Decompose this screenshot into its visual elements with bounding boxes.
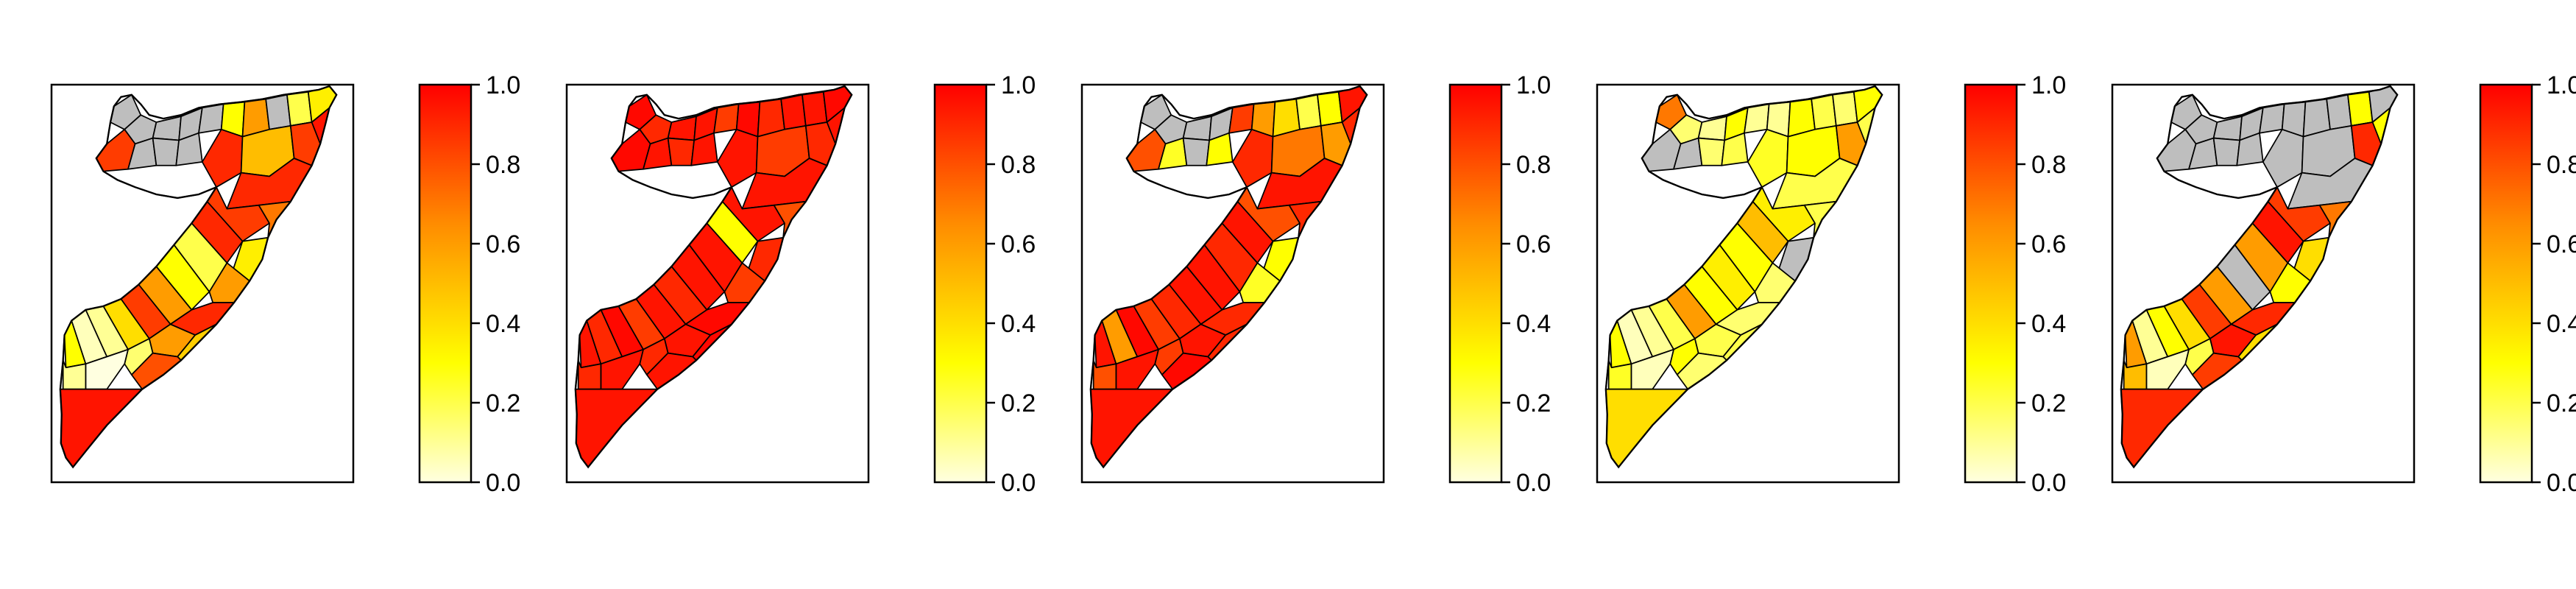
district-region xyxy=(152,137,180,166)
colorbar-tick-label: 0.8 xyxy=(2031,151,2066,179)
colorbar-tick-label: 0.4 xyxy=(2031,310,2066,338)
colorbar-tick-label: 0.4 xyxy=(1001,310,1036,338)
colorbar-tick-label: 0.6 xyxy=(2031,230,2066,258)
district-region xyxy=(2184,338,2215,375)
colorbar-tick-label: 0.6 xyxy=(2547,230,2576,258)
somalia-map xyxy=(2120,85,2399,469)
district-region xyxy=(667,137,695,166)
district-region xyxy=(2123,359,2148,390)
district-region xyxy=(286,91,313,127)
colorbar xyxy=(1964,83,2018,484)
district-region xyxy=(1744,103,1770,134)
colorbar-tick-label: 1.0 xyxy=(2547,71,2576,99)
map-panel-4: 0.0 0.2 0.4 0.6 0.8 1.0 xyxy=(1596,71,2066,497)
colorbar xyxy=(2479,83,2533,484)
somalia-map xyxy=(1089,85,1368,469)
district-region xyxy=(1228,103,1255,134)
colorbar-tick-label: 0.2 xyxy=(2031,389,2066,417)
colorbar-tick-label: 0.0 xyxy=(1516,469,1551,497)
colorbar-tick-label: 0.2 xyxy=(1001,389,1036,417)
district-region xyxy=(198,103,224,134)
district-region xyxy=(2212,137,2240,166)
map-panel-3: 0.0 0.2 0.4 0.6 0.8 1.0 xyxy=(1080,71,1551,497)
colorbar-tick-label: 1.0 xyxy=(2031,71,2066,99)
country-border xyxy=(1604,85,1883,469)
district-region xyxy=(1697,137,1725,166)
colorbar-tick-label: 0.0 xyxy=(2547,469,2576,497)
colorbar-tick-label: 0.4 xyxy=(1516,310,1551,338)
district-region xyxy=(2326,94,2352,130)
colorbar xyxy=(933,83,988,484)
colorbar-tick-label: 0.8 xyxy=(1516,151,1551,179)
colorbar-tick-label: 0.8 xyxy=(486,151,520,179)
colorbar-tick-label: 0.8 xyxy=(1001,151,1036,179)
colorbar-tick-label: 0.0 xyxy=(2031,469,2066,497)
colorbar-tick-label: 0.4 xyxy=(486,310,520,338)
colorbar-tick-label: 0.2 xyxy=(486,389,520,417)
somalia-map xyxy=(574,85,853,469)
country-border xyxy=(574,85,853,469)
colorbar-tick-label: 0.4 xyxy=(2547,310,2576,338)
colorbar-tick-label: 0.6 xyxy=(486,230,520,258)
district-region xyxy=(2347,91,2374,127)
colorbar-tick-label: 1.0 xyxy=(1516,71,1551,99)
district-region xyxy=(1154,338,1184,375)
district-region xyxy=(1669,338,1699,375)
colorbar-tick-label: 0.6 xyxy=(1516,230,1551,258)
colorbar xyxy=(1448,83,1503,484)
district-region xyxy=(265,94,291,130)
district-region xyxy=(713,103,740,134)
map-panel-2: 0.0 0.2 0.4 0.6 0.8 1.0 xyxy=(565,71,1036,497)
district-region xyxy=(780,94,807,130)
district-region xyxy=(1182,137,1210,166)
country-border xyxy=(2120,85,2399,469)
map-panel-1: 0.0 0.2 0.4 0.6 0.8 1.0 xyxy=(50,71,520,497)
district-region xyxy=(1317,91,1343,127)
district-region xyxy=(124,338,154,375)
colorbar-tick-label: 0.0 xyxy=(486,469,520,497)
country-border xyxy=(59,85,338,469)
colorbar xyxy=(418,83,473,484)
somalia-map xyxy=(59,85,338,469)
colorbar-tick-label: 1.0 xyxy=(486,71,520,99)
colorbar-tick-label: 0.2 xyxy=(1516,389,1551,417)
colorbar-tick-label: 0.6 xyxy=(1001,230,1036,258)
country-border xyxy=(1089,85,1368,469)
district-region xyxy=(1811,94,1837,130)
district-region xyxy=(1607,359,1632,390)
somalia-map xyxy=(1604,85,1883,469)
district-region xyxy=(62,359,87,390)
district-region xyxy=(639,338,669,375)
district-region xyxy=(577,359,602,390)
district-region xyxy=(802,91,828,127)
colorbar-tick-label: 1.0 xyxy=(1001,71,1036,99)
map-panel-5: 0.0 0.2 0.4 0.6 0.8 1.0 xyxy=(2111,71,2576,497)
district-region xyxy=(2259,103,2285,134)
colorbar-tick-label: 0.0 xyxy=(1001,469,1036,497)
colorbar-tick-label: 0.2 xyxy=(2547,389,2576,417)
district-region xyxy=(1092,359,1117,390)
colorbar-tick-label: 0.8 xyxy=(2547,151,2576,179)
district-region xyxy=(1295,94,1322,130)
district-region xyxy=(1832,91,1858,127)
